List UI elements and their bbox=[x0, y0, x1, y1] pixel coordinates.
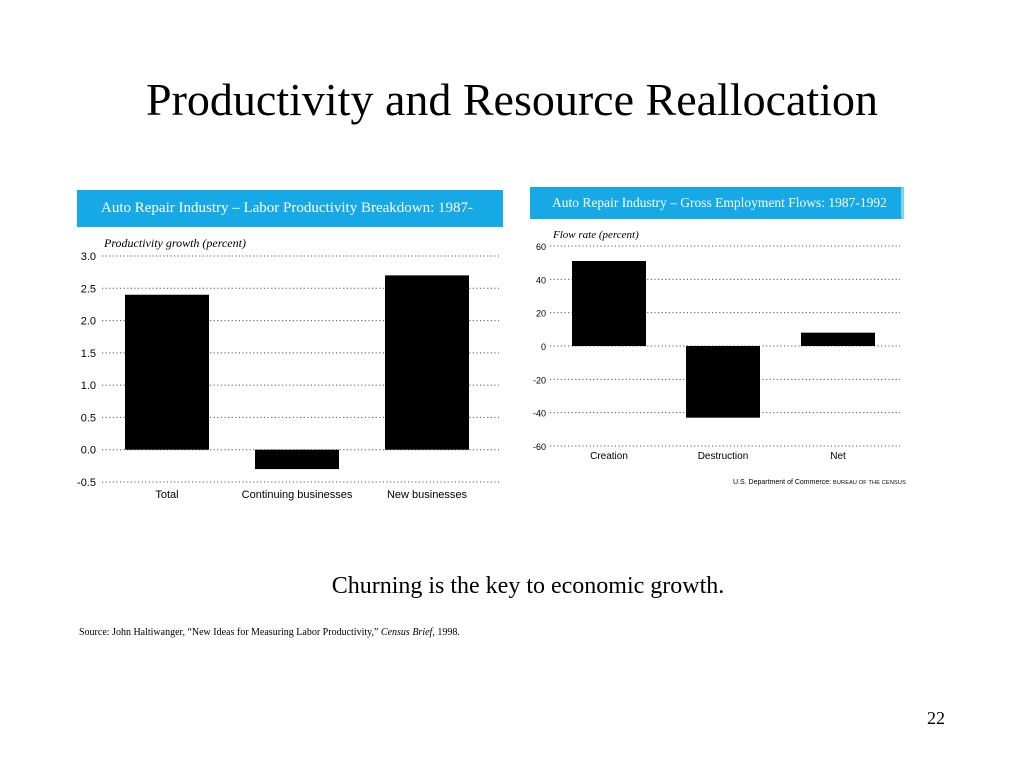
y-tick-label: 3.0 bbox=[81, 251, 96, 263]
chart-title: Auto Repair Industry – Gross Employment … bbox=[530, 187, 904, 219]
y-tick-label: -60 bbox=[533, 442, 546, 452]
source-suffix: , 1998. bbox=[432, 627, 460, 638]
y-tick-label: 1.5 bbox=[81, 348, 96, 360]
tagline: Churning is the key to economic growth. bbox=[331, 573, 725, 599]
bar-continuing-businesses bbox=[255, 449, 339, 470]
bar-net bbox=[801, 332, 875, 346]
slide-title: Productivity and Resource Reallocation bbox=[146, 74, 878, 125]
y-tick-label: 0.0 bbox=[81, 445, 96, 457]
y-tick-label: -0.5 bbox=[77, 477, 96, 489]
source-note: Source: John Haltiwanger, “New Ideas for… bbox=[79, 626, 460, 640]
employment-flows-chart: Auto Repair Industry – Gross Employment … bbox=[520, 185, 910, 495]
y-axis-title: Flow rate (percent) bbox=[552, 229, 639, 241]
page-number: 22 bbox=[927, 708, 945, 728]
x-category-label: Destruction bbox=[698, 451, 749, 462]
chart-footer: U.S. Department of Commerce: BUREAU OF T… bbox=[733, 479, 906, 486]
footer-bureau: BUREAU OF THE CENSUS bbox=[832, 480, 906, 486]
bar-new-businesses bbox=[385, 275, 469, 450]
y-tick-label: 2.5 bbox=[81, 283, 96, 295]
x-category-label: Total bbox=[155, 489, 178, 501]
y-axis-title: Productivity growth (percent) bbox=[103, 236, 246, 250]
source-journal: Census Brief bbox=[380, 627, 433, 638]
y-tick-label: 1.0 bbox=[81, 380, 96, 392]
productivity-chart-svg: Productivity growth (percent) 3.0 2.5 2.0 1.… bbox=[77, 236, 499, 501]
bar-total bbox=[125, 294, 209, 450]
y-tick-label: -20 bbox=[533, 375, 546, 385]
bar-destruction bbox=[686, 346, 760, 418]
bar-creation bbox=[572, 261, 646, 346]
y-tick-label: 20 bbox=[536, 309, 546, 319]
source-prefix: Source: John Haltiwanger, “New Ideas for… bbox=[79, 627, 381, 638]
chart-title: Auto Repair Industry – Labor Productivit… bbox=[77, 190, 503, 253]
productivity-chart: Auto Repair Industry – Labor Productivit… bbox=[77, 185, 505, 515]
x-category-label: Net bbox=[830, 451, 846, 462]
y-tick-label: 2.0 bbox=[81, 316, 96, 328]
employment-flows-chart-svg: Flow rate (percent) 60 40 20 0 -20 -40 -60 Creat… bbox=[533, 229, 900, 462]
footer-agency: U.S. Department of Commerce: bbox=[733, 479, 832, 486]
x-category-label: Creation bbox=[590, 451, 628, 462]
x-category-label: Continuing businesses bbox=[242, 489, 353, 501]
y-tick-label: 0 bbox=[541, 342, 546, 352]
y-tick-label: -40 bbox=[533, 409, 546, 419]
y-tick-label: 60 bbox=[536, 242, 546, 252]
y-tick-label: 0.5 bbox=[81, 412, 96, 424]
x-category-label: New businesses bbox=[387, 489, 468, 501]
y-tick-label: 40 bbox=[536, 275, 546, 285]
